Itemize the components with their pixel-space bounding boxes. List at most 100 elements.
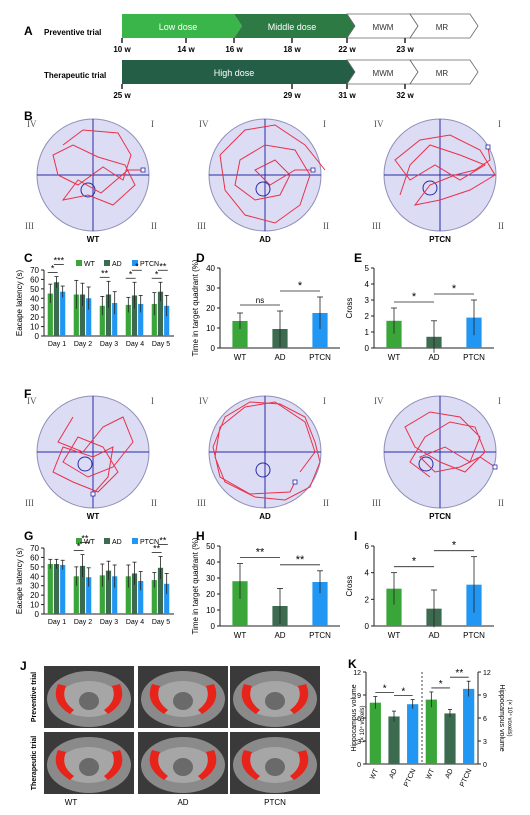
swim-path [52,416,134,495]
mri-midbrain [173,692,193,710]
bar [164,305,170,336]
bar [157,291,164,336]
y-tick-label: 20 [30,591,39,600]
x-tick-label: Day 2 [74,619,92,626]
bar [232,581,248,626]
panel-label-g: G [24,529,33,543]
sig-mark: ** [159,261,167,271]
mri-midbrain [173,758,193,776]
hippocampus-right [198,684,217,714]
group-label: WT [87,235,100,244]
y-tick-label: 70 [30,266,39,275]
legend-label: PTCN [140,261,159,268]
quadrant-label: II [323,221,329,231]
hippocampus-left [55,750,74,780]
mri-col-label: AD [177,798,188,807]
bar [151,303,157,336]
therapeutic-timeline: High dose MWM MR 25 w 29 w 31 w 32 w [113,59,479,100]
mri-grid: Preventive trial Therapeutic trial WT AD PTC… [31,666,320,807]
mri-tile [138,666,228,728]
sig-mark: ** [81,534,89,544]
platform-circle [255,462,271,478]
bar [157,567,164,614]
y-tick-label: 3 [357,739,361,746]
quadrant-label: IV [27,119,37,129]
y-tick-label: 4 [365,280,370,289]
mri-col-label: WT [65,798,78,807]
y-tick-label: 12 [483,670,491,677]
group-label: PTCN [429,235,451,244]
bar [444,713,456,764]
y-tick-label: 6 [365,542,370,551]
y-tick-label: 30 [30,304,39,313]
start-marker [310,167,316,173]
quadrant-label: IV [374,396,384,406]
legend-swatch [104,538,110,544]
sig-mark: * [401,687,405,698]
sig-mark: * [298,280,303,292]
bar [105,570,112,614]
group-label: AD [259,235,271,244]
mri-tile [44,732,134,794]
sig-mark: * [383,684,387,695]
panel-label-i: I [354,529,357,543]
y-tick-label: 0 [211,344,216,353]
x-tick-label: Day 1 [48,619,66,626]
sig-mark: ** [256,547,265,559]
y-tick-label: 40 [30,294,39,303]
bar [125,304,131,336]
start-marker [485,144,491,150]
stage-middle-dose [234,14,355,38]
bar [369,702,381,764]
y-tick-label: 5 [365,264,370,273]
sig-mark: * [452,540,457,552]
mri-tile [230,666,320,728]
quadrant-label: I [151,396,154,406]
chart-h: 0 10 20 30 40 50 Time in target quadrant (%) WT… [191,537,340,640]
stage-low-dose [122,14,242,38]
mri-row-label: Therapeutic trial [31,736,38,791]
sig-mark: * [412,291,417,303]
quadrant-label: III [197,498,206,508]
y-tick-label: 0 [365,622,370,631]
x-tick-label: PTCN [459,768,473,788]
quadrant-label: I [498,119,501,129]
bar [73,576,79,614]
stage-mr-2 [409,59,479,85]
x-tick-label: PTCN [309,353,331,362]
sig-mark: ** [153,543,161,553]
panel-label-a: A [24,24,33,38]
y-tick-label: 2 [365,595,370,604]
high-dose-label: High dose [214,68,255,78]
y-axis-label-left: Hippocampus volume [351,684,358,751]
quadrant-label: II [151,221,157,231]
y-axis-label: Time in target quadrant (%) [191,259,200,356]
quadrant-label: I [498,396,501,406]
panel-label-k: K [348,657,357,671]
x-tick-label: Day 1 [48,341,66,348]
bar [386,320,402,348]
y-tick-label: 10 [206,324,215,333]
mri-tile [230,732,320,794]
platform-circle [422,180,438,196]
quadrant-label: I [323,119,326,129]
sig-mark: ns [256,296,264,305]
y-tick-label: 20 [206,590,215,599]
x-tick-label: Day 2 [74,341,92,348]
quadrant-label: III [25,498,34,508]
mri-tile [44,666,134,728]
mr-label: MR [436,23,449,32]
quadrant-label: III [372,498,381,508]
x-tick-label: Day 4 [126,619,144,626]
bar [388,716,400,764]
mri-midbrain [265,692,285,710]
legend-label: AD [112,539,122,546]
bar [99,575,105,614]
y-tick-label: 4 [365,569,370,578]
bar [425,699,437,764]
y-tick-label: 0 [483,762,487,769]
start-marker [140,167,146,173]
